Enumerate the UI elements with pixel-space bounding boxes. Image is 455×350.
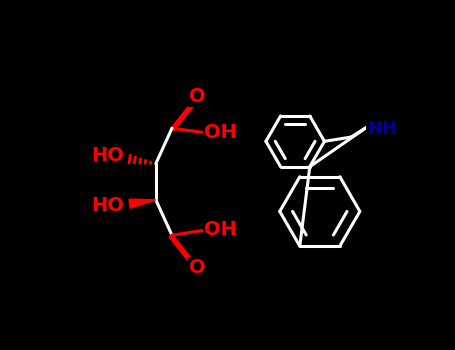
Text: NH: NH bbox=[367, 120, 397, 138]
Text: OH: OH bbox=[204, 123, 237, 142]
Text: HO: HO bbox=[91, 146, 124, 166]
Text: O: O bbox=[189, 87, 206, 106]
Text: HO: HO bbox=[91, 196, 124, 215]
Text: O: O bbox=[189, 258, 206, 277]
Text: OH: OH bbox=[204, 220, 237, 239]
Polygon shape bbox=[129, 199, 156, 208]
